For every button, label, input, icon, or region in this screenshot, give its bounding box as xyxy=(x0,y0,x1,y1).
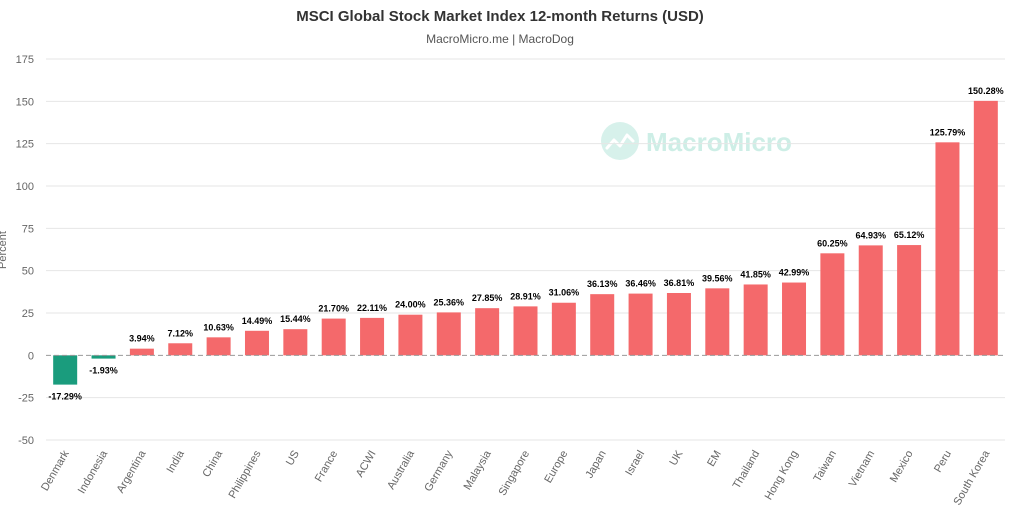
bar xyxy=(53,355,78,385)
x-tick-label: India xyxy=(165,448,188,475)
y-axis: -50 -25 0 25 50 75 100 125 150 175 xyxy=(16,54,34,447)
x-tick-label: US xyxy=(284,449,302,468)
bars xyxy=(53,100,998,385)
data-label: 24.00% xyxy=(395,300,426,310)
y-tick-label: -25 xyxy=(18,393,34,405)
x-tick-label: UK xyxy=(668,448,686,468)
bar xyxy=(743,284,768,356)
data-label: 3.94% xyxy=(129,334,155,344)
bar xyxy=(360,317,385,356)
bar xyxy=(129,348,154,356)
bar xyxy=(436,312,461,356)
x-tick-label: Hong Kong xyxy=(763,449,801,503)
data-label: 21.70% xyxy=(318,304,349,314)
x-tick-label: Thailand xyxy=(731,449,762,492)
data-label: 36.13% xyxy=(587,279,618,289)
bar xyxy=(935,142,960,356)
x-tick-label: ACWI xyxy=(354,449,379,480)
bar xyxy=(590,294,615,356)
chart-title: MSCI Global Stock Market Index 12-month … xyxy=(296,8,704,25)
data-label: 39.56% xyxy=(702,273,733,283)
y-tick-label: 50 xyxy=(22,266,34,278)
x-tick-label: Indonesia xyxy=(76,448,111,496)
y-tick-label: -50 xyxy=(18,435,34,447)
bar xyxy=(858,245,883,356)
x-axis: Denmark Indonesia Argentina India China Phili… xyxy=(39,448,993,508)
data-label: -1.93% xyxy=(89,366,118,376)
x-tick-label: Germany xyxy=(422,448,455,494)
data-label: 15.44% xyxy=(280,314,311,324)
y-tick-label: 0 xyxy=(28,350,34,362)
x-tick-label: Singapore xyxy=(497,449,532,498)
y-tick-label: 100 xyxy=(16,181,34,193)
data-label: 150.28% xyxy=(968,86,1004,96)
data-label: 36.46% xyxy=(625,279,656,289)
bar xyxy=(705,288,730,356)
bar xyxy=(973,100,998,356)
bar xyxy=(666,293,691,356)
data-label: 125.79% xyxy=(930,127,966,137)
watermark-logo-icon xyxy=(601,122,639,160)
x-tick-label: Israel xyxy=(623,449,647,478)
data-label: 41.85% xyxy=(740,269,771,279)
bar xyxy=(283,329,308,356)
x-tick-label: EM xyxy=(705,449,724,469)
y-tick-label: 75 xyxy=(22,223,34,235)
x-tick-label: South Korea xyxy=(951,448,992,508)
x-tick-label: Philippines xyxy=(227,448,264,501)
x-tick-label: Europe xyxy=(542,449,570,486)
bar xyxy=(91,355,116,359)
x-tick-label: Taiwan xyxy=(811,449,839,485)
data-label: 31.06% xyxy=(549,288,580,298)
data-label: 14.49% xyxy=(242,316,273,326)
y-tick-label: 175 xyxy=(16,54,34,66)
bar xyxy=(782,282,807,356)
bar xyxy=(551,302,576,356)
data-label: 36.81% xyxy=(664,278,695,288)
bar xyxy=(897,245,922,356)
x-tick-label: Vietnam xyxy=(847,449,877,490)
x-tick-label: France xyxy=(313,449,341,485)
watermark-logo: MacroMicro xyxy=(601,122,792,160)
x-tick-label: Argentina xyxy=(115,448,149,496)
data-label: 65.12% xyxy=(894,230,925,240)
x-tick-label: Peru xyxy=(932,449,954,475)
bar xyxy=(820,253,845,356)
x-tick-label: Japan xyxy=(583,449,608,481)
x-tick-label: Malaysia xyxy=(462,448,495,492)
data-label: 7.12% xyxy=(167,328,193,338)
data-label: 22.11% xyxy=(357,303,387,313)
data-label: 28.91% xyxy=(510,291,541,301)
data-label: 27.85% xyxy=(472,293,503,303)
data-label: 25.36% xyxy=(434,297,465,307)
data-label: 10.63% xyxy=(203,322,234,332)
data-label: 42.99% xyxy=(779,268,810,278)
x-tick-label: China xyxy=(200,448,225,480)
bar xyxy=(398,314,423,356)
chart-subtitle: MacroMicro.me | MacroDog xyxy=(426,32,574,46)
bar xyxy=(206,337,231,356)
y-axis-label: Percent xyxy=(0,231,9,269)
bar xyxy=(513,306,538,356)
bar xyxy=(475,308,500,356)
bar xyxy=(321,318,346,356)
bar xyxy=(628,293,653,356)
data-labels: -17.29% -1.93% 3.94% 7.12% 10.63% 14.49% 15.44… xyxy=(48,86,1003,402)
gridlines xyxy=(46,58,1005,441)
data-label: 64.93% xyxy=(855,230,886,240)
x-tick-label: Mexico xyxy=(888,449,916,485)
data-label: 60.25% xyxy=(817,238,848,248)
data-label: -17.29% xyxy=(48,392,82,402)
watermark-text: MacroMicro xyxy=(646,127,792,157)
y-tick-label: 25 xyxy=(22,308,34,320)
y-tick-label: 150 xyxy=(16,96,34,108)
x-tick-label: Australia xyxy=(385,448,417,492)
bar xyxy=(168,343,193,356)
y-tick-label: 125 xyxy=(16,139,34,151)
x-tick-label: Denmark xyxy=(39,448,72,493)
bar xyxy=(244,330,269,356)
